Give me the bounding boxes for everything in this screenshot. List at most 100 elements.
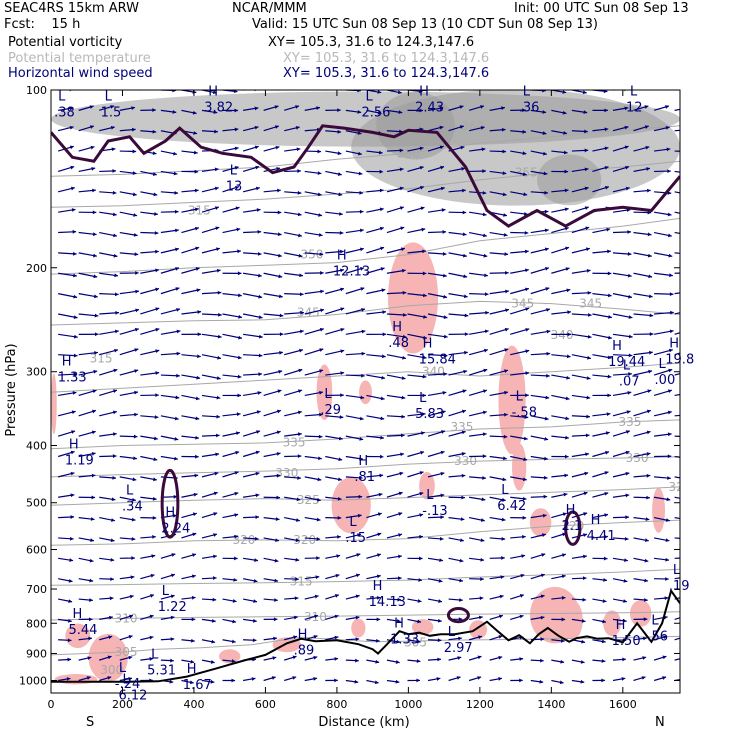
wind-arrowhead-40: [254, 106, 259, 111]
wind-arrowhead-678: [625, 515, 629, 520]
wind-arrowhead-836: [684, 615, 688, 619]
wind-arrowhead-538: [297, 432, 302, 437]
wind-arrowhead-698: [398, 533, 402, 537]
wind-arrowhead-457: [546, 373, 550, 378]
field-xy-theta: XY= 105.3, 31.6 to 124.3,147.6: [283, 51, 490, 66]
pv-shaded-region-14: [603, 610, 622, 637]
wind-arrowhead-442: [237, 374, 242, 379]
wind-arrowhead-901: [107, 676, 112, 680]
wind-arrowhead-929: [683, 677, 687, 681]
wind-arrowhead-498: [112, 410, 117, 415]
wind-arrowhead-122: [666, 147, 671, 152]
wind-arrowhead-802: [623, 599, 627, 603]
wind-arrowhead-139: [379, 169, 384, 174]
wind-arrowhead-735: [521, 554, 526, 558]
wind-arrowhead-216: [688, 213, 692, 217]
wind-arrowhead-50: [459, 105, 464, 109]
theta-label-1: 345: [297, 305, 320, 319]
wind-arrowhead-926: [621, 677, 626, 681]
wind-arrowhead-325: [381, 288, 386, 293]
wind-arrowhead-828: [519, 614, 524, 619]
wind-arrowhead-793: [438, 599, 442, 603]
wind-arrowhead-171: [399, 186, 404, 191]
wind-arrowhead-896: [642, 656, 647, 660]
wind-arrowhead-257: [257, 251, 262, 256]
wind-arrowhead-560: [112, 454, 117, 458]
extremum-value-36: 5.31: [147, 663, 176, 678]
wind-arrowhead-732: [459, 558, 464, 563]
wind-arrowhead-410: [217, 355, 222, 360]
wind-arrowhead-392: [484, 329, 489, 334]
wind-arrowhead-246: [667, 233, 672, 238]
wind-arrowhead-746: [110, 577, 114, 582]
extremum-type-23: H: [165, 506, 175, 521]
wind-arrowhead-580: [523, 457, 528, 462]
extremum-type-38: L: [119, 661, 127, 676]
wind-arrowhead-458: [566, 375, 570, 380]
wind-arrowhead-148: [564, 169, 569, 174]
wind-arrowhead-555: [646, 430, 651, 435]
wind-arrowhead-635: [378, 492, 383, 497]
wind-arrowhead-72: [274, 125, 279, 129]
wind-arrowhead-279: [73, 273, 77, 278]
wind-arrowhead-800: [582, 597, 587, 602]
wind-arrowhead-672: [501, 517, 506, 522]
wind-arrowhead-121: [645, 145, 650, 150]
wind-arrowhead-503: [216, 414, 221, 419]
extremum-type-10: H: [423, 336, 433, 351]
wind-arrowhead-532: [174, 437, 179, 441]
wind-arrowhead-200: [359, 209, 364, 214]
y-tick-label-500: 500: [26, 497, 47, 510]
pv-shaded-region-15: [629, 600, 652, 627]
wind-arrowhead-669: [440, 515, 444, 520]
wind-arrowhead-869: [87, 656, 92, 660]
wind-arrowhead-375: [134, 327, 139, 332]
extremum-type-9: H: [392, 320, 402, 335]
pv-shaded-region-1: [316, 364, 333, 420]
wind-arrowhead-528: [91, 430, 96, 435]
pv-shaded-region-6: [331, 477, 371, 534]
wind-vector-11: [284, 90, 287, 91]
extremum-value-37: 1.67: [183, 678, 212, 693]
wind-arrowhead-59: [644, 105, 649, 109]
wind-arrowhead-185: [688, 192, 692, 196]
wind-vector-340: [674, 292, 680, 295]
wind-arrowhead-751: [213, 576, 217, 581]
wind-arrowhead-323: [340, 287, 344, 292]
wind-arrowhead-737: [561, 553, 566, 558]
wind-arrowhead-209: [544, 209, 549, 214]
wind-arrowhead-186: [71, 208, 76, 212]
wind-arrowhead-153: [667, 169, 671, 174]
wind-arrowhead-129: [173, 171, 178, 176]
wind-arrowhead-563: [174, 456, 178, 461]
wind-arrowhead-618: [667, 476, 671, 480]
wind-vector-588: [674, 455, 680, 458]
wind-vector-12: [304, 90, 308, 91]
plot-frame: [50, 89, 681, 694]
extremum-value-26: 4.41: [587, 529, 616, 544]
wind-arrowhead-812: [191, 617, 196, 622]
y-tick-label-300: 300: [26, 366, 47, 379]
wind-arrowhead-225: [236, 227, 241, 232]
wind-arrowhead-425: [525, 349, 530, 354]
wind-arrowhead-24: [562, 90, 567, 94]
wind-arrowhead-399: [628, 334, 633, 339]
theta-label-5: 325: [297, 493, 320, 507]
wind-arrowhead-567: [255, 450, 260, 455]
wind-arrowhead-341: [73, 315, 78, 319]
wind-arrowhead-646: [604, 491, 609, 496]
wind-arrowhead-28: [644, 86, 648, 90]
wind-arrowhead-137: [337, 172, 342, 176]
wind-vectors: [57, 86, 692, 685]
wind-arrowhead-827: [498, 614, 503, 619]
x-tick-label-1400: 1400: [537, 698, 565, 711]
wind-arrowhead-655: [152, 516, 157, 520]
x-axis-left-end: S: [86, 715, 94, 730]
wind-arrowhead-138: [358, 171, 363, 176]
wind-arrowhead-677: [604, 513, 609, 518]
terrain-line: [51, 588, 680, 683]
wind-arrowhead-428: [587, 355, 591, 360]
wind-arrowhead-748: [150, 573, 155, 578]
wind-arrowhead-863: [601, 639, 606, 644]
wind-arrowhead-373: [94, 332, 99, 337]
